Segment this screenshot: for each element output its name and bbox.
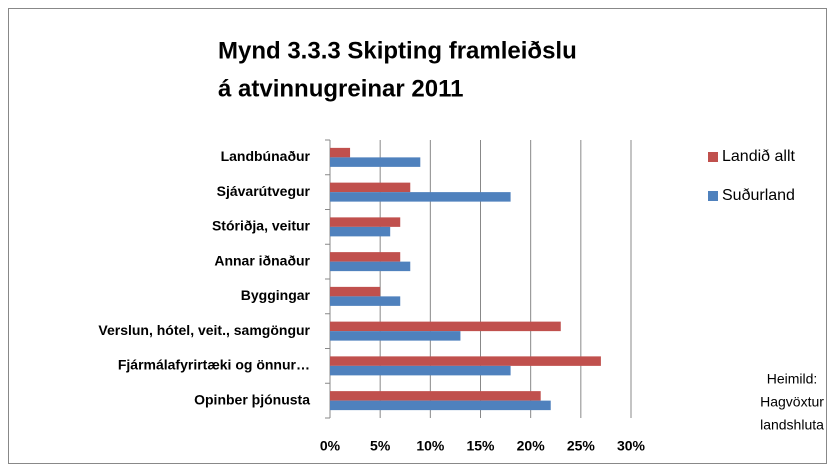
x-tick-label: 5% [370, 438, 391, 454]
y-tick-label: Fjármálafyrirtæki og önnur… [118, 357, 310, 373]
chart-title: á atvinnugreinar 2011 [218, 75, 463, 102]
chart-border [8, 8, 827, 464]
y-tick-label: Sjávarútvegur [217, 183, 311, 199]
legend-label: Suðurland [722, 187, 795, 204]
y-tick-label: Byggingar [241, 287, 311, 303]
bar [330, 147, 351, 158]
annotation: landshluta [760, 417, 824, 433]
bar [330, 182, 411, 193]
x-tick-label: 25% [567, 438, 596, 454]
bar [330, 192, 511, 202]
bar [330, 286, 381, 297]
x-tick-label: 15% [466, 438, 495, 454]
x-tick-label: 0% [320, 438, 341, 454]
y-tick-label: Annar iðnaður [214, 252, 310, 268]
bar [330, 296, 401, 306]
legend-swatch [708, 152, 718, 162]
legend-swatch [708, 191, 718, 201]
bar [330, 226, 391, 237]
bar [330, 321, 561, 332]
x-tick-label: 30% [617, 438, 646, 454]
x-tick-label: 10% [416, 438, 445, 454]
bar [330, 400, 551, 411]
bar [330, 331, 461, 341]
bar [330, 365, 511, 376]
legend-label: Landið allt [722, 148, 796, 165]
chart-title: Mynd 3.3.3 Skipting framleiðslu [218, 37, 577, 64]
bar [330, 252, 401, 262]
annotation: Heimild: [767, 371, 818, 387]
bar [330, 217, 401, 227]
annotation: Hagvöxtur [760, 394, 824, 410]
bar [330, 261, 411, 272]
y-tick-label: Landbúnaður [221, 148, 311, 164]
y-tick-label: Stóriðja, veitur [212, 218, 311, 234]
x-tick-label: 20% [517, 438, 546, 454]
bar [330, 356, 601, 366]
y-tick-label: Verslun, hótel, veit., samgöngur [98, 322, 310, 338]
bar [330, 391, 541, 401]
bar [330, 157, 421, 167]
y-tick-label: Opinber þjónusta [194, 391, 310, 407]
